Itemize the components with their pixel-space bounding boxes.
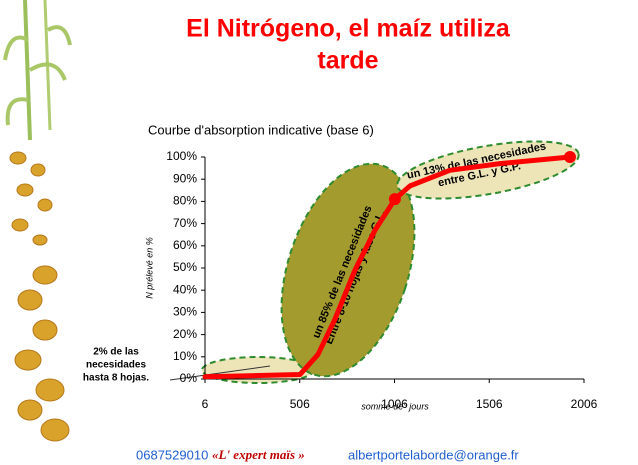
footer-phone: 0687529010 xyxy=(136,447,208,462)
y-tick-label: 50% xyxy=(173,260,197,274)
footer-brand: «L' expert maïs » xyxy=(212,447,305,462)
x-tick-label: 1506 xyxy=(476,397,503,411)
y-tick-label: 40% xyxy=(173,282,197,296)
chart-title: Courbe d'absorption indicative (base 6) xyxy=(148,122,374,137)
slide: El Nitrógeno, el maíz utiliza tarde Cour… xyxy=(0,0,638,465)
data-point xyxy=(564,151,576,163)
y-tick-label: 60% xyxy=(173,238,197,252)
y-tick-label: 30% xyxy=(173,305,197,319)
x-tick-label: 6 xyxy=(202,397,209,411)
y-tick-label: 20% xyxy=(173,327,197,341)
x-tick-label: 506 xyxy=(290,397,310,411)
x-tick-label: 1006 xyxy=(381,397,408,411)
footer-email: albertportelaborde@orange.fr xyxy=(348,447,519,462)
annotation: necesidades xyxy=(86,360,146,371)
y-axis-label: N prélevé en % xyxy=(144,237,154,299)
slide-title: tarde xyxy=(317,47,378,75)
y-tick-label: 80% xyxy=(173,194,197,208)
y-tick-label: 10% xyxy=(173,349,197,363)
x-tick-label: 2006 xyxy=(571,397,598,411)
data-point xyxy=(389,193,401,205)
y-tick-label: 0% xyxy=(180,371,198,385)
y-tick-label: 100% xyxy=(166,149,197,163)
y-tick-label: 90% xyxy=(173,171,197,185)
y-tick-label: 70% xyxy=(173,216,197,230)
slide-title: El Nitrógeno, el maíz utiliza xyxy=(186,15,511,43)
annotation: 2% de las xyxy=(93,347,139,358)
annotation: hasta 8 hojas. xyxy=(83,373,149,384)
